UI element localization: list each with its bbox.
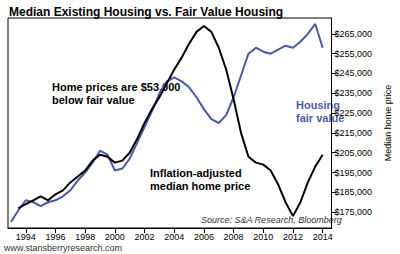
svg-text:2004: 2004 <box>164 232 184 242</box>
svg-text:Inflation-adjusted: Inflation-adjusted <box>150 167 242 179</box>
svg-text:2008: 2008 <box>224 232 244 242</box>
svg-text:$225,000: $225,000 <box>335 108 373 118</box>
svg-text:1998: 1998 <box>75 232 95 242</box>
svg-text:2010: 2010 <box>253 232 273 242</box>
svg-text:$205,000: $205,000 <box>335 148 373 158</box>
svg-text:median home price: median home price <box>150 180 250 192</box>
svg-text:2006: 2006 <box>194 232 214 242</box>
svg-text:$195,000: $195,000 <box>335 168 373 178</box>
svg-text:Home prices are $53,000: Home prices are $53,000 <box>52 80 181 93</box>
svg-text:2002: 2002 <box>135 232 155 242</box>
svg-text:2014: 2014 <box>313 232 333 242</box>
svg-text:$265,000: $265,000 <box>335 29 373 39</box>
svg-text:2012: 2012 <box>283 232 303 242</box>
svg-text:Median Existing Housing vs. Fa: Median Existing Housing vs. Fair Value H… <box>9 5 283 19</box>
svg-text:$245,000: $245,000 <box>335 68 373 78</box>
svg-text:www.stansberryresearch.com: www.stansberryresearch.com <box>3 243 122 253</box>
svg-text:$215,000: $215,000 <box>335 128 373 138</box>
svg-text:below fair value: below fair value <box>52 94 135 106</box>
svg-text:1996: 1996 <box>45 232 65 242</box>
svg-text:1994: 1994 <box>16 232 36 242</box>
svg-text:Source: S&A Research, Bloomber: Source: S&A Research, Bloomberg <box>201 215 342 225</box>
svg-text:fair value: fair value <box>296 111 345 124</box>
svg-text:$175,000: $175,000 <box>335 207 373 217</box>
svg-text:2000: 2000 <box>105 232 125 242</box>
svg-text:Housing: Housing <box>296 99 340 111</box>
svg-text:$255,000: $255,000 <box>335 49 373 59</box>
svg-text:$185,000: $185,000 <box>335 187 373 197</box>
svg-text:$235,000: $235,000 <box>335 88 373 98</box>
svg-text:Median home price: Median home price <box>383 85 393 162</box>
